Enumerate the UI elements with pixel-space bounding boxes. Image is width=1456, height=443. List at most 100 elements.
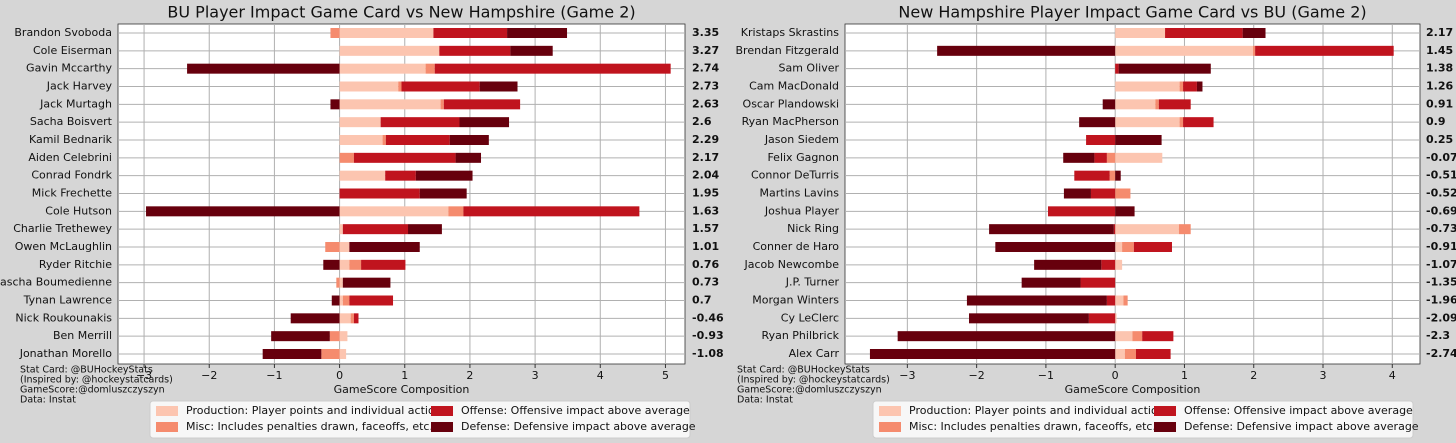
bar-segment [262, 349, 322, 359]
note: (Inspired by: @hockeystatcards) [20, 375, 173, 386]
legend-text: Defense: Defensive impact above average [461, 420, 696, 433]
legend-swatch [1154, 406, 1176, 416]
legend-text: Offense: Offensive impact above average [1184, 404, 1413, 417]
bar-segment [339, 188, 420, 199]
y-tick-label: Sacha Boisvert [30, 115, 113, 128]
bar-segment [1115, 99, 1156, 110]
note: GameScore:@domluszczyszyn [737, 385, 882, 396]
bar-segment [419, 188, 467, 199]
bar-segment [1115, 81, 1180, 92]
bar-segment [339, 45, 440, 56]
bar-segment [1115, 170, 1121, 181]
total-label: -1.35 [1426, 276, 1456, 289]
bar-segment [415, 170, 473, 181]
total-label: 2.17 [1426, 26, 1453, 39]
bar-segment [1179, 81, 1184, 92]
note: (Inspired by: @hockeystatcards) [737, 375, 890, 386]
chart-title: New Hampshire Player Impact Game Card vs… [898, 3, 1366, 22]
bar-segment [463, 206, 640, 217]
bar-segment [1142, 331, 1174, 342]
bar-segment [342, 277, 391, 288]
bar-segment [339, 295, 343, 306]
bar-segment [1123, 295, 1128, 306]
y-tick-label: Nick Roukounakis [15, 311, 112, 324]
x-tick-label: 1 [1181, 369, 1188, 382]
y-tick-label: Ryan Philbrick [762, 329, 840, 342]
x-tick-label: 2 [1250, 369, 1257, 382]
bar-segment [439, 45, 511, 56]
bar-segment [1115, 45, 1254, 56]
bar-segment [271, 331, 330, 342]
bar-segment [1094, 152, 1107, 163]
total-label: 1.01 [692, 240, 719, 253]
note: Data: Instat [20, 395, 76, 406]
y-tick-label: Alex Carr [789, 347, 840, 360]
bar-segment [323, 259, 340, 270]
bar-segment [1118, 63, 1211, 74]
bar-segment [1115, 188, 1131, 199]
legend-swatch [156, 422, 178, 432]
bar-segment [995, 242, 1116, 252]
bar-segment [1255, 45, 1394, 56]
bar-segment [339, 152, 354, 163]
total-label: -0.93 [692, 329, 724, 342]
bar-segment [146, 206, 340, 217]
bar-segment [331, 295, 340, 306]
bar-segment [448, 206, 464, 217]
total-label: -0.73 [1426, 222, 1456, 235]
y-tick-label: Connor DeTurris [751, 169, 839, 182]
y-tick-label: Cole Hutson [45, 204, 112, 217]
y-tick-label: Felix Gagnon [767, 151, 839, 164]
bar-segment [1115, 117, 1180, 128]
bar-segment [349, 295, 394, 306]
bar-segment [361, 259, 406, 270]
bar-segment [434, 63, 671, 74]
y-tick-label: Conner de Haro [753, 240, 840, 253]
bar-segment [339, 63, 426, 74]
total-label: 1.57 [692, 222, 719, 235]
bar-segment [325, 242, 340, 252]
bar-segment [449, 135, 489, 145]
total-label: 0.9 [1426, 115, 1446, 128]
bar-segment [1102, 99, 1116, 110]
bar-segment [1080, 277, 1116, 288]
note: GameScore:@domluszczyszyn [20, 385, 165, 396]
bar-segment [440, 99, 444, 110]
x-tick-label: 3 [1320, 369, 1327, 382]
x-tick-label: −1 [266, 369, 282, 382]
bar-segment [408, 224, 442, 235]
bar-segment [1183, 117, 1214, 128]
chart-title: BU Player Impact Game Card vs New Hampsh… [167, 3, 635, 22]
y-tick-label: Oscar Plandowski [743, 97, 839, 110]
total-label: 3.35 [692, 26, 719, 39]
total-label: -2.74 [1426, 347, 1456, 360]
y-tick-label: Jason Siedem [764, 133, 839, 146]
total-label: -2.3 [1426, 329, 1450, 342]
bar-segment [1090, 188, 1116, 199]
y-tick-label: Jack Murtagh [39, 97, 112, 110]
bar-segment [339, 81, 399, 92]
bar-segment [1132, 331, 1143, 342]
y-tick-label: Kamil Bednarik [29, 133, 113, 146]
bar-segment [1196, 81, 1203, 92]
bar-segment [1113, 224, 1116, 235]
bar-segment [1106, 152, 1116, 163]
legend-text: Offense: Offensive impact above average [461, 404, 690, 417]
y-tick-label: Jack Harvey [46, 80, 113, 93]
bar-segment [398, 81, 402, 92]
bar-segment [1063, 188, 1091, 199]
bar-segment [1178, 224, 1191, 235]
bar-segment [339, 224, 343, 235]
x-axis-label: GameScore Composition [334, 383, 470, 396]
x-tick-label: 0 [1112, 369, 1119, 382]
y-tick-label: Cole Eiserman [33, 44, 112, 57]
y-tick-label: Sascha Boumedienne [0, 276, 112, 289]
total-label: -0.51 [1426, 169, 1456, 182]
bar-segment [1179, 117, 1184, 128]
y-tick-label: Aiden Celebrini [28, 151, 112, 164]
total-label: 0.91 [1426, 97, 1453, 110]
bar-segment [1115, 349, 1125, 359]
x-tick-label: 1 [401, 369, 408, 382]
bar-segment [1115, 313, 1117, 324]
total-label: -0.52 [1426, 187, 1456, 200]
